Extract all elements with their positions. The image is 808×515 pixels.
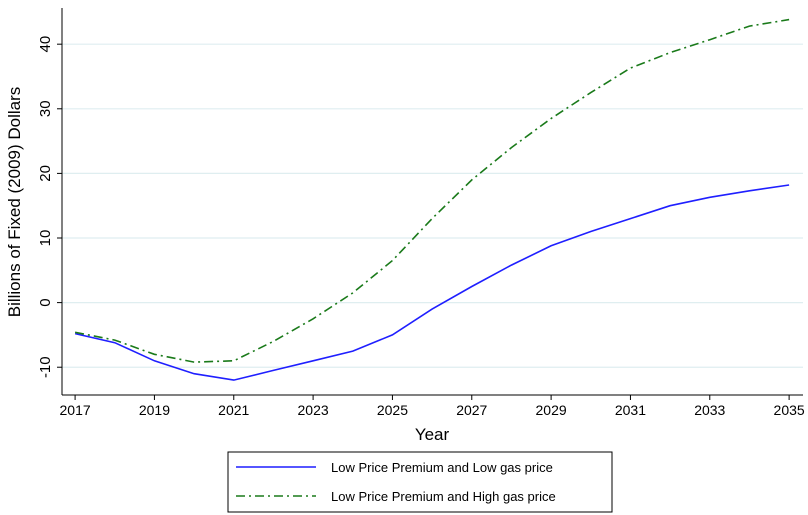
legend-label: Low Price Premium and Low gas price: [331, 460, 553, 475]
y-tick-label: 40: [37, 36, 54, 53]
x-tick-label: 2021: [218, 402, 249, 418]
x-axis-label: Year: [415, 425, 450, 444]
y-tick-label: 30: [37, 100, 54, 117]
legend-label: Low Price Premium and High gas price: [331, 489, 556, 504]
x-tick-label: 2017: [60, 402, 91, 418]
x-tick-label: 2027: [456, 402, 487, 418]
x-tick-label: 2031: [615, 402, 646, 418]
y-tick-label: 0: [37, 298, 54, 306]
x-tick-label: 2025: [377, 402, 408, 418]
y-tick-label: 20: [37, 165, 54, 182]
x-tick-label: 2023: [298, 402, 329, 418]
series-line: [74, 184, 790, 381]
y-tick-label: 10: [37, 230, 54, 247]
x-tick-label: 2035: [774, 402, 805, 418]
y-tick-label: -10: [37, 356, 54, 378]
legend-box: [227, 451, 613, 513]
x-tick-label: 2019: [139, 402, 170, 418]
x-tick-label: 2029: [536, 402, 567, 418]
series-line: [74, 18, 790, 363]
x-tick-label: 2033: [694, 402, 725, 418]
y-axis-label: Billions of Fixed (2009) Dollars: [5, 87, 24, 318]
